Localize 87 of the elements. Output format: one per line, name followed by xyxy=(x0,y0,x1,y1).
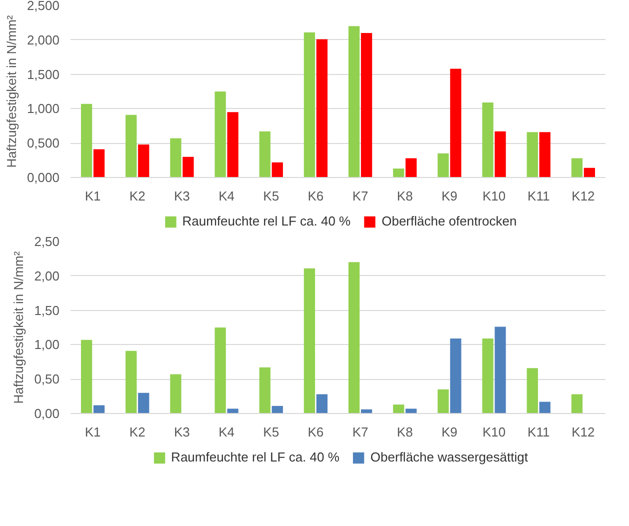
y-tick-label: 1,000 xyxy=(26,101,60,116)
bar xyxy=(438,389,449,414)
bar xyxy=(182,156,194,178)
bar xyxy=(526,368,538,414)
bar xyxy=(272,162,283,178)
legend-label: Raumfeuchte rel LF ca. 40 % xyxy=(182,214,351,228)
x-tick-label: K5 xyxy=(263,424,280,440)
bar xyxy=(494,131,506,178)
bar xyxy=(348,262,360,414)
x-tick-label: K12 xyxy=(572,188,595,204)
bar xyxy=(482,102,494,178)
bar xyxy=(304,32,316,178)
bar xyxy=(259,131,270,178)
y-axis-title: Haftzugfestigkeit in N/mm² xyxy=(4,14,19,168)
x-tick-label: K12 xyxy=(572,424,595,440)
bar xyxy=(539,402,550,414)
x-tick-label: K4 xyxy=(218,188,234,204)
x-tick-label: K4 xyxy=(218,424,234,440)
bar xyxy=(393,168,404,178)
x-tick-label: K9 xyxy=(442,424,458,440)
bar xyxy=(539,132,550,178)
x-tick-label: K7 xyxy=(352,424,368,440)
x-tick-label: K6 xyxy=(308,188,324,204)
bar xyxy=(126,114,137,178)
bar xyxy=(348,26,360,178)
x-tick-label: K5 xyxy=(263,188,280,204)
x-tick-label: K2 xyxy=(129,424,146,440)
x-tick-label: K8 xyxy=(396,188,413,204)
bar xyxy=(360,33,372,178)
bar xyxy=(438,153,449,178)
x-tick-label: K7 xyxy=(352,188,368,204)
y-tick-label: 1,00 xyxy=(34,337,60,352)
x-tick-label: K6 xyxy=(308,424,324,440)
bar xyxy=(126,350,137,414)
bar xyxy=(259,367,270,414)
bar xyxy=(272,406,283,414)
x-tick-label: K1 xyxy=(84,188,101,204)
x-tick-label: K11 xyxy=(528,424,550,440)
y-tick-label: 0,50 xyxy=(34,372,60,387)
x-tick-label: K3 xyxy=(174,424,190,440)
bar xyxy=(170,138,182,178)
y-tick-label: 0,500 xyxy=(26,136,60,151)
x-tick-label: K2 xyxy=(129,188,146,204)
legend-label: Oberfläche ofentrocken xyxy=(382,214,517,228)
y-tick-label: 1,50 xyxy=(34,302,60,318)
y-axis-title: Haftzugfestigkeit in N/mm² xyxy=(11,250,26,404)
bar xyxy=(406,158,417,178)
bar xyxy=(214,92,226,178)
bar xyxy=(93,405,105,414)
y-tick-label: 2,000 xyxy=(26,32,60,48)
bar xyxy=(80,340,92,414)
bar xyxy=(482,338,494,414)
bar xyxy=(227,408,238,414)
bar xyxy=(316,39,328,178)
y-tick-label: 2,50 xyxy=(34,234,60,249)
x-tick-label: K10 xyxy=(482,424,506,440)
bar xyxy=(93,149,105,178)
x-tick-label: K1 xyxy=(84,424,101,440)
y-tick-label: 0,000 xyxy=(26,170,60,185)
bar xyxy=(304,268,316,414)
bar xyxy=(406,408,417,414)
bar xyxy=(316,394,328,414)
bar xyxy=(526,132,538,178)
x-tick-label: K10 xyxy=(482,188,506,204)
bar xyxy=(138,144,150,178)
legend-label: Oberfläche wassergesättigt xyxy=(370,450,528,464)
y-tick-label: 2,500 xyxy=(26,0,60,13)
bar xyxy=(450,338,462,414)
bar xyxy=(571,394,583,414)
y-tick-label: 0,00 xyxy=(34,406,60,421)
bar xyxy=(80,104,92,178)
bar xyxy=(227,112,238,178)
bar xyxy=(584,168,596,178)
bar xyxy=(450,68,462,178)
bar xyxy=(393,404,404,414)
bar xyxy=(214,328,226,414)
y-tick-label: 1,500 xyxy=(26,66,60,82)
x-tick-label: K9 xyxy=(442,188,458,204)
bar xyxy=(138,392,150,414)
x-tick-label: K8 xyxy=(396,424,413,440)
y-tick-label: 2,00 xyxy=(34,268,60,284)
legend-label: Raumfeuchte rel LF ca. 40 % xyxy=(171,450,340,464)
bar xyxy=(170,374,182,414)
bar xyxy=(494,326,506,414)
bar xyxy=(571,158,583,178)
x-tick-label: K3 xyxy=(174,188,190,204)
x-tick-label: K11 xyxy=(528,188,550,204)
